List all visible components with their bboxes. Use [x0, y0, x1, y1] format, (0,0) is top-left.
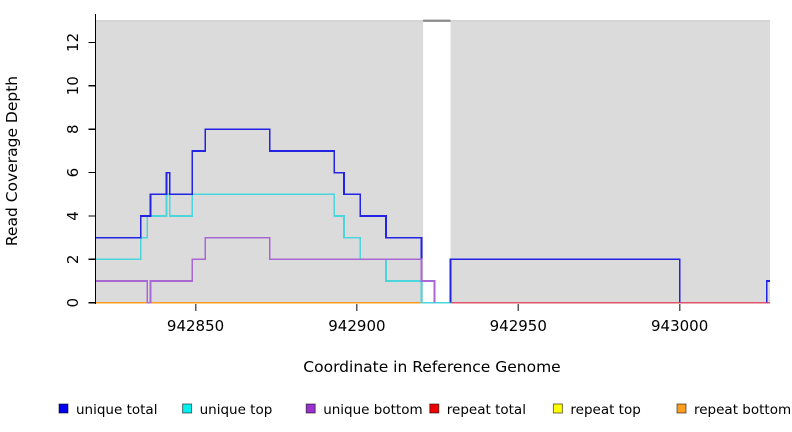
- x-axis-title: Coordinate in Reference Genome: [303, 358, 560, 376]
- axis-titles: Coordinate in Reference Genome Read Cove…: [3, 76, 561, 376]
- x-tick-label: 942950: [490, 317, 547, 335]
- legend-swatch-repeat-bottom: [676, 403, 687, 414]
- legend-label: unique bottom: [323, 402, 422, 418]
- legend-swatch-repeat-total: [429, 403, 440, 414]
- coverage-band: [450, 20, 770, 303]
- y-tick-label: 8: [64, 124, 82, 134]
- legend-label: unique top: [200, 402, 273, 418]
- coverage-band: [95, 20, 424, 303]
- legend-swatch-unique-bottom: [305, 403, 316, 414]
- y-tick-label: 10: [64, 76, 82, 95]
- y-tick-label: 0: [64, 298, 82, 308]
- x-tick-label: 943000: [651, 317, 708, 335]
- legend-label: unique total: [76, 402, 157, 418]
- legend-label: repeat top: [570, 402, 640, 418]
- y-tick-label: 12: [64, 33, 82, 52]
- background-bands: [95, 19, 770, 303]
- y-tick-label: 4: [64, 211, 82, 221]
- y-tick-label: 2: [64, 255, 82, 265]
- y-axis-title: Read Coverage Depth: [3, 76, 21, 246]
- series-line-unique-total: [765, 280, 770, 303]
- legend: unique total unique top unique bottom repea…: [58, 402, 791, 418]
- coverage-series: [95, 128, 770, 304]
- x-tick-label: 942850: [167, 317, 224, 335]
- x-tick-label: 942900: [328, 317, 385, 335]
- legend-label: repeat total: [447, 402, 526, 418]
- legend-swatch-repeat-top: [552, 403, 563, 414]
- y-tick-label: 6: [64, 168, 82, 178]
- series-line-unique-total: [95, 128, 436, 303]
- legend-swatch-unique-total: [58, 403, 69, 414]
- legend-swatch-unique-top: [182, 403, 193, 414]
- series-line-unique-bottom: [95, 236, 436, 304]
- axes: 0 2 4 6 8 10 12 942850 942900 942950 943000: [64, 14, 708, 335]
- series-line-unique-total: [449, 258, 681, 303]
- legend-label: repeat bottom: [694, 402, 791, 418]
